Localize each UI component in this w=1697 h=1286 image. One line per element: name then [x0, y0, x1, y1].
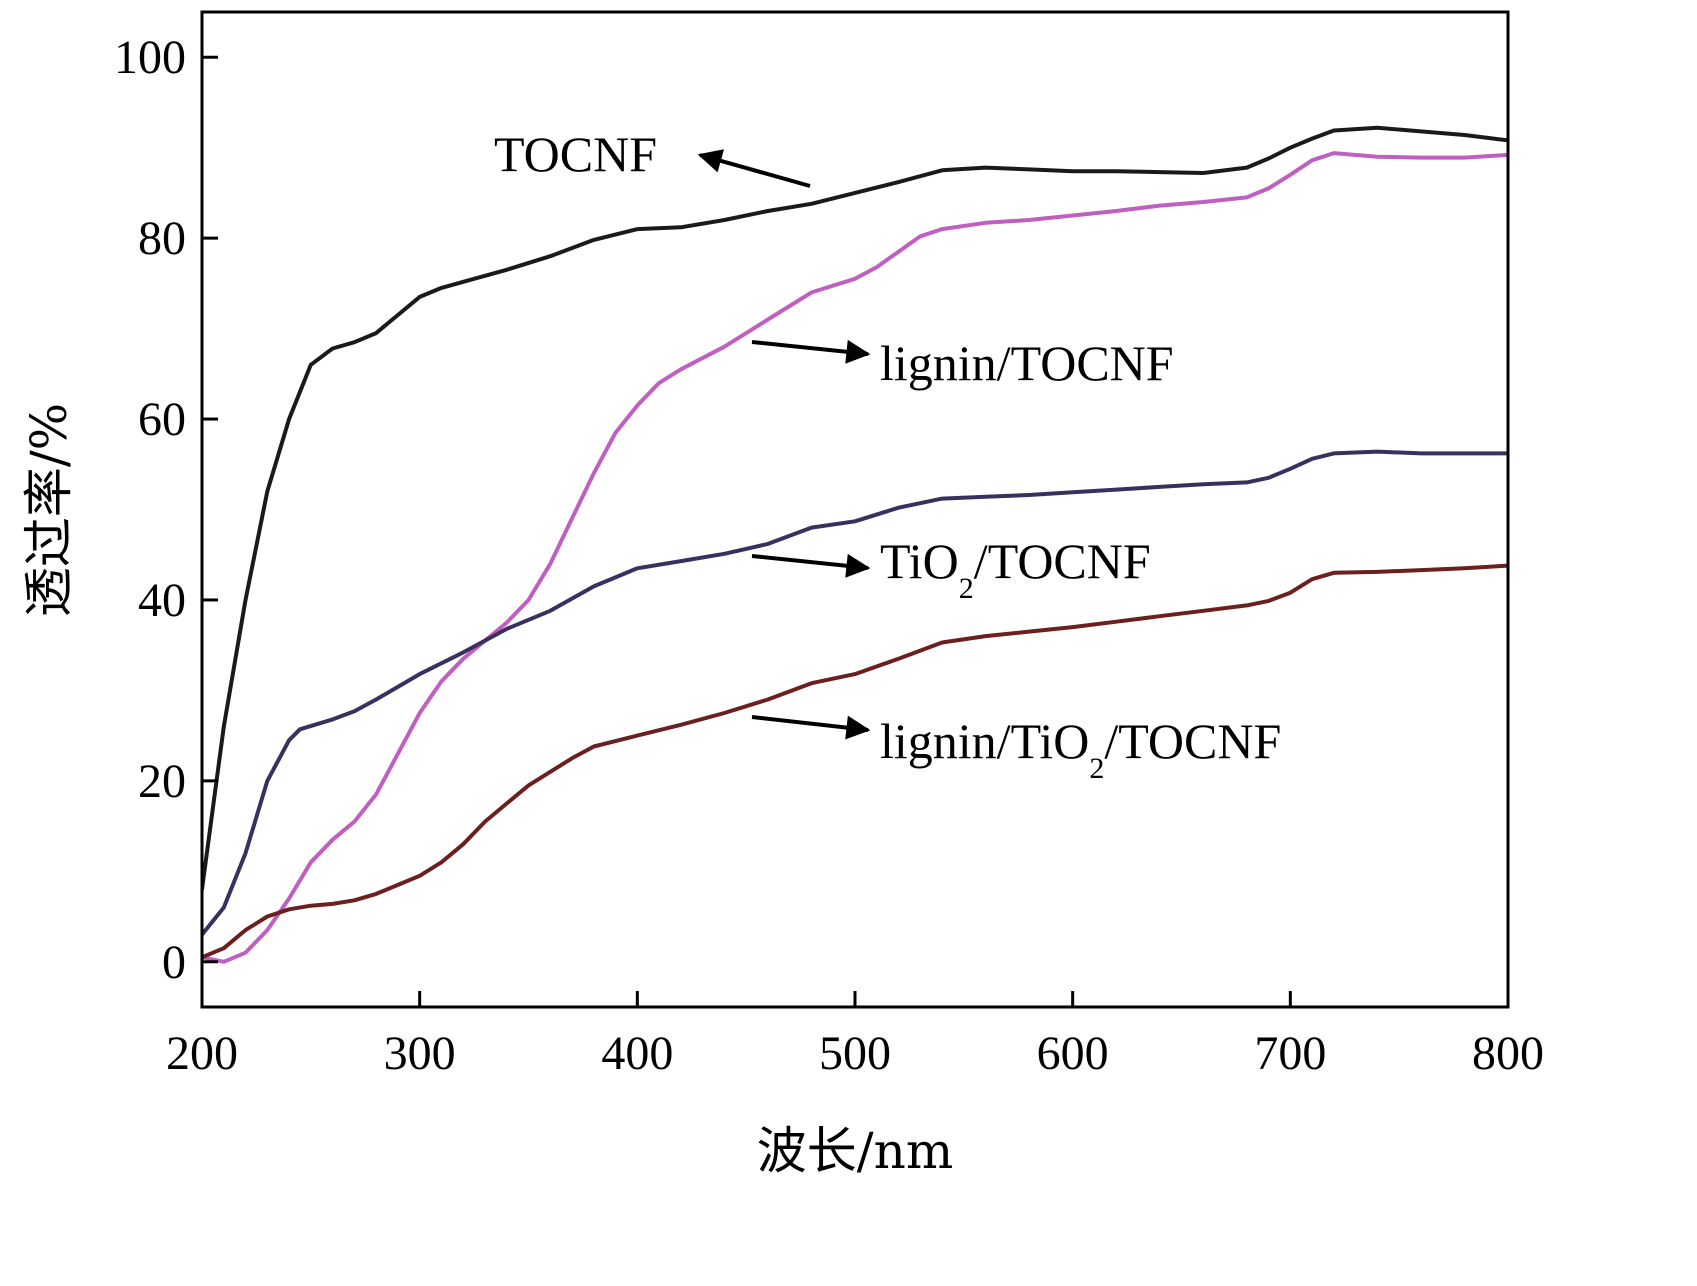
annotation-layer: TOCNF lignin/TOCNF TiO2/TOCNF lignin/TiO… [494, 126, 1281, 785]
y-axis-title: 透过率/% [20, 403, 78, 617]
y-tick-label: 40 [138, 574, 186, 627]
annotation-tio2-tocnf: TiO2/TOCNF [751, 533, 1151, 605]
annotation-text-tocnf: /TOCNF [1104, 713, 1281, 769]
y-tick-label: 80 [138, 212, 186, 265]
annotation-arrow-lignin-tocnf [751, 339, 871, 364]
annotation-text-tocnf: /TOCNF [974, 533, 1151, 589]
y-tick-label: 20 [138, 755, 186, 808]
annotation-lignin-tio2-tocnf: lignin/TiO2/TOCNF [751, 713, 1281, 785]
annotation-label-lignin-tocnf: lignin/TOCNF [880, 335, 1174, 391]
y-tick-label: 0 [162, 936, 186, 989]
annotation-arrow-tocnf [697, 149, 811, 188]
series-line-tocnf [202, 125, 1508, 892]
x-tick-label: 700 [1254, 1027, 1326, 1080]
series-line-tio2-tocnf [202, 449, 1508, 937]
x-tick-label: 200 [166, 1027, 238, 1080]
annotation-text-lignin-tio: lignin/TiO [880, 713, 1089, 769]
x-tick-label: 500 [819, 1027, 891, 1080]
annotation-label-lignin-tio2-tocnf: lignin/TiO2/TOCNF [880, 713, 1281, 785]
annotation-text-tio2: TiO [880, 533, 959, 589]
series-line-lignin-tocnf [202, 151, 1508, 964]
annotation-label-tocnf: TOCNF [494, 126, 657, 182]
annotation-arrow-tio2-tocnf [751, 553, 871, 578]
y-tick-label: 60 [138, 393, 186, 446]
x-tick-label: 800 [1472, 1027, 1544, 1080]
annotation-label-tio2-tocnf: TiO2/TOCNF [880, 533, 1151, 605]
x-tick-label: 400 [601, 1027, 673, 1080]
x-tick-label: 600 [1037, 1027, 1109, 1080]
y-tick-label: 100 [114, 31, 186, 84]
annotation-arrow-lignin-tio2-tocnf [751, 715, 871, 740]
series-layer [202, 125, 1508, 964]
x-axis-title: 波长/nm [757, 1122, 953, 1180]
annotation-subscript-2: 2 [959, 572, 974, 605]
annotation-tocnf: TOCNF [494, 126, 811, 188]
annotation-subscript-2: 2 [1089, 752, 1104, 785]
annotation-lignin-tocnf: lignin/TOCNF [751, 335, 1174, 391]
tick-layer: 200 300 400 500 600 700 800 0 20 40 60 80 100 [114, 31, 1544, 1080]
series-line-lignin-tio2-tocnf [202, 563, 1508, 960]
x-tick-label: 300 [384, 1027, 456, 1080]
